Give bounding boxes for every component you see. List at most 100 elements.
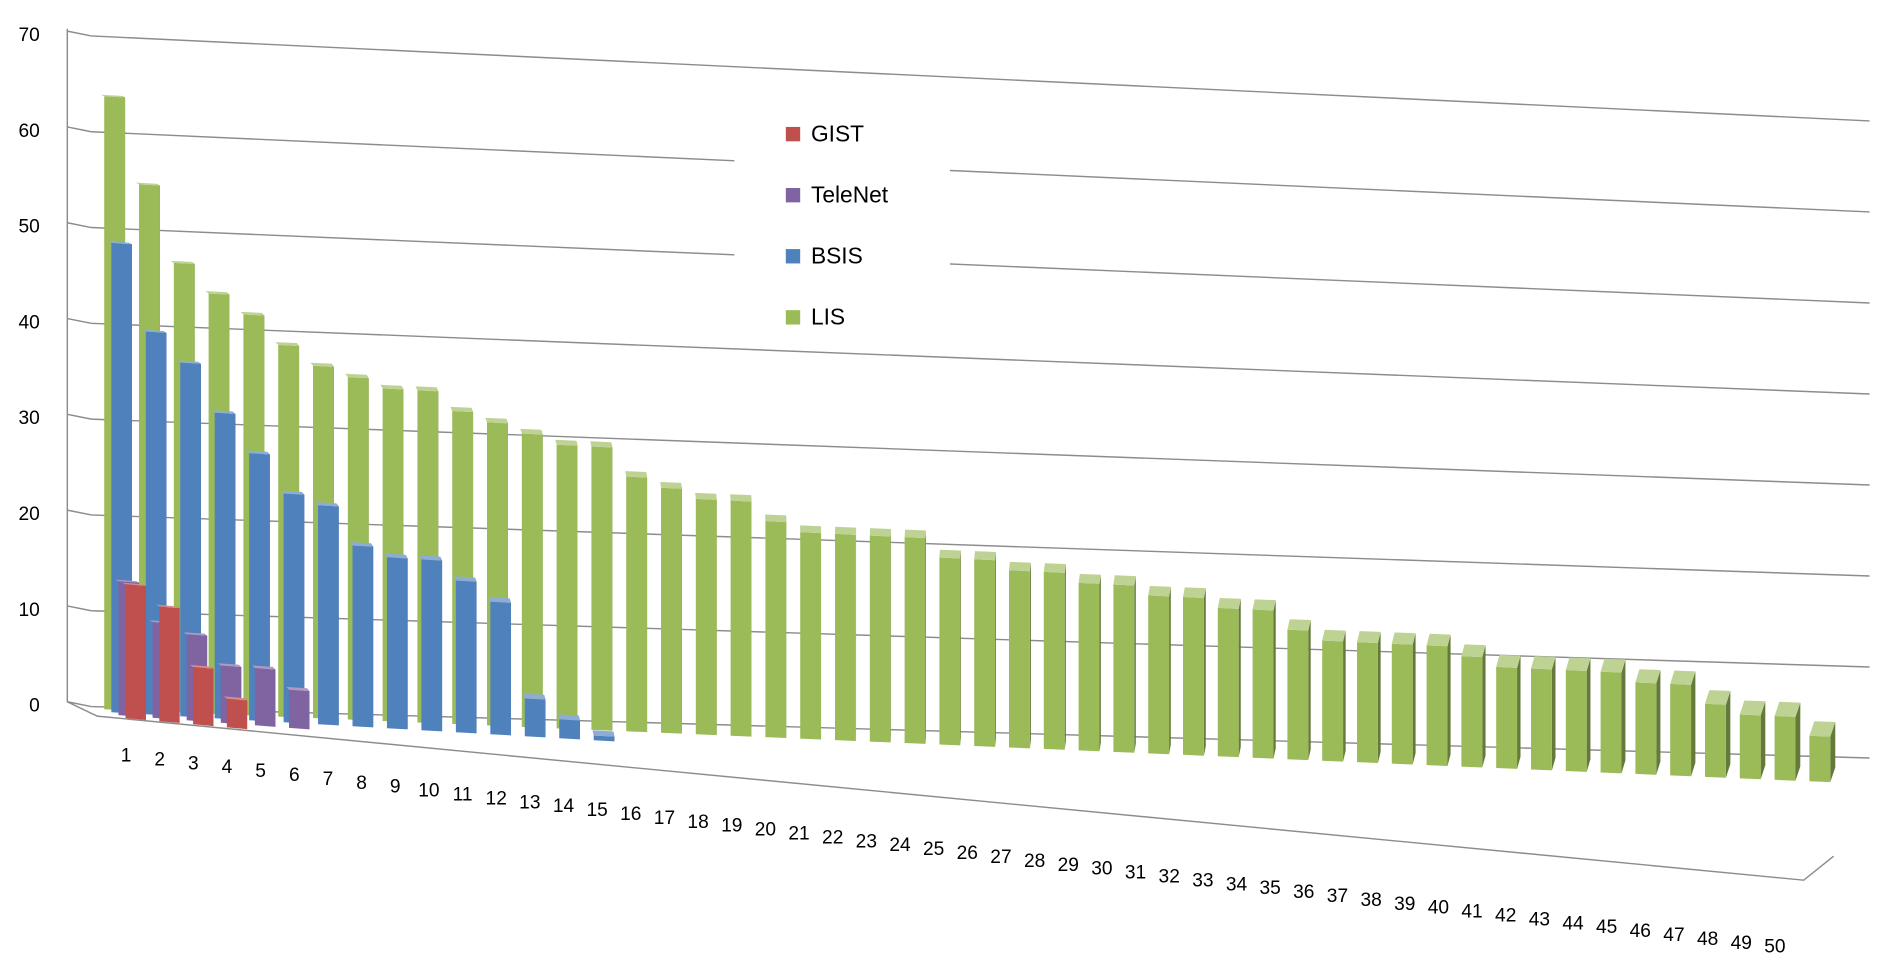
bar <box>869 528 892 743</box>
bar-top <box>450 406 474 413</box>
bar-front <box>1043 571 1065 750</box>
bar-front <box>1774 715 1796 781</box>
bar <box>904 529 926 744</box>
x-tick-label: 14 <box>553 796 575 817</box>
bar-front <box>1113 584 1135 753</box>
bar <box>1461 644 1486 768</box>
bar <box>1809 721 1836 783</box>
bar-front <box>1426 645 1448 766</box>
bar-top <box>454 576 477 582</box>
legend-label: BSIS <box>811 242 863 268</box>
x-tick-label: 31 <box>1125 863 1146 884</box>
x-tick-label: 15 <box>586 800 607 821</box>
bar <box>974 551 996 747</box>
bar-side <box>1517 655 1521 769</box>
bar-front <box>1670 683 1692 777</box>
bar-front <box>1635 682 1657 775</box>
bar <box>1496 654 1521 769</box>
bar-top <box>974 551 996 561</box>
grid-line <box>67 605 1870 668</box>
bar-side <box>1691 671 1696 777</box>
bar <box>1635 669 1661 775</box>
bar <box>1704 690 1731 778</box>
bar-front <box>939 557 961 746</box>
bar-front <box>1600 671 1622 774</box>
bar-front <box>1565 670 1587 772</box>
bar-side <box>995 551 996 747</box>
bar-top <box>557 714 580 721</box>
x-tick-label: 11 <box>453 784 473 805</box>
bar-top <box>730 494 752 502</box>
x-tick-label: 43 <box>1529 909 1550 930</box>
bar-top <box>205 291 230 295</box>
bar-side <box>1656 670 1661 775</box>
x-tick-label: 1 <box>121 745 132 766</box>
bar-top <box>555 439 578 446</box>
bar <box>660 481 682 734</box>
bar <box>1113 575 1136 753</box>
bar-top <box>625 471 648 478</box>
bar-front <box>421 559 443 732</box>
bar <box>280 490 305 724</box>
grid-line <box>67 317 1870 395</box>
bar <box>155 604 180 724</box>
bar <box>1252 599 1276 759</box>
bar-top <box>520 428 543 435</box>
bar-top <box>523 693 546 700</box>
y-tick-label: 0 <box>29 696 40 717</box>
bar-front <box>974 559 996 747</box>
bar-top <box>1426 633 1451 647</box>
x-tick-label: 41 <box>1461 902 1482 923</box>
bar-side <box>1029 562 1031 749</box>
grid-line <box>67 30 1870 122</box>
x-tick-label: 20 <box>755 820 776 841</box>
bar-front <box>254 668 276 727</box>
bar-front <box>904 537 926 744</box>
bar-top <box>1322 629 1346 642</box>
bar-top <box>1252 599 1276 611</box>
bar-top <box>1356 631 1381 644</box>
x-tick-label: 38 <box>1360 890 1381 911</box>
bar-side <box>1412 633 1416 765</box>
bar-top <box>1600 658 1626 673</box>
x-tick-label: 12 <box>486 788 507 809</box>
x-tick-label: 47 <box>1663 925 1684 946</box>
bar <box>835 526 857 741</box>
x-tick-label: 49 <box>1731 933 1752 954</box>
x-tick-label: 50 <box>1764 937 1785 958</box>
bar <box>555 439 578 730</box>
bar-front <box>193 666 214 727</box>
bar-front <box>1078 582 1100 752</box>
bar-top <box>280 490 305 495</box>
bar-side <box>1377 631 1381 764</box>
x-tick-label: 7 <box>323 769 334 790</box>
bar-front <box>214 412 236 720</box>
bar-front <box>869 535 891 743</box>
bar-front <box>455 580 477 734</box>
y-tick-label: 40 <box>18 312 39 333</box>
bar-front <box>226 698 248 730</box>
bar <box>1739 700 1766 780</box>
bar-front <box>159 606 180 724</box>
bar-top <box>1009 561 1031 572</box>
x-tick-label: 45 <box>1596 917 1617 938</box>
x-tick-label: 4 <box>222 757 233 778</box>
x-tick-label: 16 <box>620 804 641 825</box>
bar-side <box>925 530 926 744</box>
grid <box>66 28 1870 881</box>
bar-top <box>275 342 300 347</box>
x-tick-label: 21 <box>788 824 809 845</box>
bar-top <box>310 362 334 367</box>
bar-top <box>345 373 369 379</box>
bar-front <box>249 453 270 722</box>
x-tick-label: 34 <box>1226 874 1248 895</box>
bar <box>592 730 615 742</box>
bar <box>223 696 248 730</box>
x-tick-label: 6 <box>289 765 300 786</box>
bar-side <box>1760 701 1766 780</box>
bar <box>939 549 961 746</box>
bar-top <box>1078 573 1101 584</box>
bar-front <box>1148 595 1170 755</box>
bar-top <box>183 632 208 636</box>
x-tick-label: 2 <box>154 749 165 770</box>
